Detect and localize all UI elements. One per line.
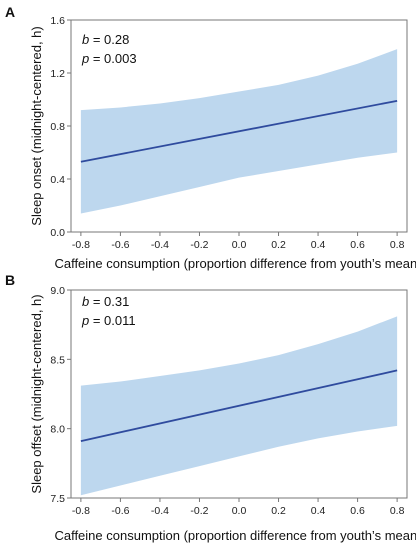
- y-axis-label-b: Sleep offset (midnight-centered, h): [29, 294, 44, 493]
- x-tick-label-b: 0.0: [232, 505, 247, 517]
- x-tick-label-a: 0.0: [232, 239, 247, 251]
- y-tick-label-b: 9.0: [50, 285, 65, 297]
- y-tick-label-a: 0.8: [50, 121, 65, 133]
- panel-letter-b: B: [5, 272, 15, 288]
- y-tick-layer-b: 7.5 8.0 8.5 9.0: [50, 285, 71, 505]
- x-tick-label-a: -0.2: [190, 239, 208, 251]
- x-tick-label-a: 0.4: [311, 239, 326, 251]
- x-tick-label-a: 0.6: [350, 239, 365, 251]
- x-tick-label-b: -0.6: [111, 505, 129, 517]
- regression-line-layer-b: [80, 369, 398, 443]
- p-value-value-a: = 0.003: [89, 51, 136, 66]
- y-tick-layer-a: 0.0 0.4 0.8 1.2 1.6: [50, 15, 71, 239]
- x-tick-label-a: 0.8: [390, 239, 405, 251]
- y-tick-label-a: 0.4: [50, 174, 65, 186]
- x-tick-label-b: -0.8: [72, 505, 90, 517]
- y-axis-label-a: Sleep onset (midnight-centered, h): [29, 26, 44, 225]
- panel-a: A -0.8 -0.6 -0.4 -0.2 0.0 0.2 0.4 0.6 0.8 0.0 0.4…: [5, 4, 416, 271]
- y-tick-label-b: 7.5: [50, 493, 65, 505]
- p-value-symbol-a: p: [81, 51, 89, 66]
- p-value-value-b: = 0.011: [89, 313, 135, 328]
- y-tick-label-a: 0.0: [50, 227, 65, 239]
- x-tick-layer-a: -0.8 -0.6 -0.4 -0.2 0.0 0.2 0.4 0.6 0.8: [72, 232, 405, 251]
- x-tick-label-b: -0.4: [151, 505, 169, 517]
- x-tick-layer-b: -0.8 -0.6 -0.4 -0.2 0.0 0.2 0.4 0.6 0.8: [72, 498, 405, 517]
- p-value-a: p = 0.003: [81, 51, 137, 66]
- x-tick-label-b: 0.2: [271, 505, 286, 517]
- x-tick-label-b: -0.2: [190, 505, 208, 517]
- x-tick-label-b: 0.6: [350, 505, 365, 517]
- coefficient-b-value-b: = 0.31: [89, 294, 129, 309]
- panel-letter-a: A: [5, 4, 15, 20]
- y-tick-label-b: 8.5: [50, 354, 65, 366]
- coefficient-b-b: b = 0.31: [82, 294, 129, 309]
- y-tick-label-a: 1.2: [50, 68, 65, 80]
- panel-b: B -0.8 -0.6 -0.4 -0.2 0.0 0.2 0.4 0.6 0.8 7.5 8.0…: [5, 272, 416, 543]
- x-tick-label-a: 0.2: [271, 239, 286, 251]
- y-tick-label-b: 8.0: [50, 424, 65, 436]
- x-axis-label-a: Caffeine consumption (proportion differe…: [54, 256, 416, 271]
- regression-line-b: [80, 369, 398, 443]
- p-value-symbol-b: p: [81, 313, 89, 328]
- regression-line-a: [80, 99, 398, 163]
- coefficient-b-value-a: = 0.28: [89, 32, 129, 47]
- p-value-b: p = 0.011: [81, 313, 136, 328]
- x-tick-label-a: -0.4: [151, 239, 169, 251]
- x-tick-label-a: -0.8: [72, 239, 90, 251]
- x-tick-label-b: 0.4: [311, 505, 326, 517]
- x-axis-label-b: Caffeine consumption (proportion differe…: [54, 528, 416, 543]
- coefficient-b-symbol-b: b: [82, 294, 89, 309]
- regression-line-layer-a: [80, 99, 398, 163]
- y-tick-label-a: 1.6: [50, 15, 65, 27]
- x-tick-label-a: -0.6: [111, 239, 129, 251]
- coefficient-b-a: b = 0.28: [82, 32, 129, 47]
- coefficient-b-symbol-a: b: [82, 32, 89, 47]
- x-tick-label-b: 0.8: [390, 505, 405, 517]
